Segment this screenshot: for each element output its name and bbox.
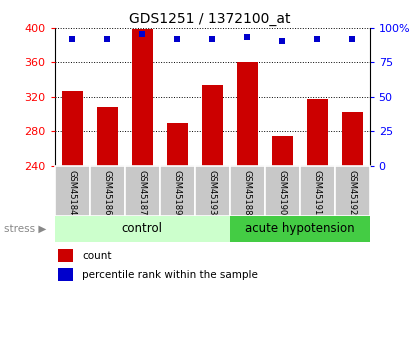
Point [314,36,320,41]
Text: GSM45190: GSM45190 [278,170,286,215]
Point [209,36,215,41]
Bar [194,166,230,216]
Bar [167,123,188,166]
Point [244,34,250,40]
Point [174,36,181,41]
Text: GSM45186: GSM45186 [102,170,112,215]
Bar [230,166,265,216]
Bar [89,166,125,216]
Bar [125,166,160,216]
Bar [58,268,73,281]
Bar [62,91,83,166]
Text: percentile rank within the sample: percentile rank within the sample [82,269,258,279]
Bar [55,216,230,242]
Bar [299,166,335,216]
Text: GSM45189: GSM45189 [173,170,181,215]
Point [104,36,110,41]
Bar [341,112,362,166]
Point [139,32,145,37]
Text: GSM45191: GSM45191 [312,170,322,215]
Text: GSM45193: GSM45193 [207,170,217,215]
Bar [236,62,257,166]
Bar [55,166,89,216]
Bar [58,249,73,262]
Bar [202,85,223,166]
Bar [131,29,152,166]
Text: count: count [82,250,112,260]
Text: GSM45188: GSM45188 [243,170,252,215]
Text: GSM45184: GSM45184 [68,170,76,215]
Text: GSM45187: GSM45187 [138,170,147,215]
Text: acute hypotension: acute hypotension [245,222,354,235]
Bar [265,166,299,216]
Bar [272,136,293,166]
Text: GSM45192: GSM45192 [348,170,357,215]
Bar [335,166,370,216]
Text: control: control [122,222,163,235]
Text: stress ▶: stress ▶ [4,224,47,234]
Bar [97,107,118,166]
Bar [307,99,328,166]
Point [279,39,286,44]
Bar [160,166,194,216]
Bar [230,216,370,242]
Text: GDS1251 / 1372100_at: GDS1251 / 1372100_at [129,12,291,26]
Point [349,36,355,41]
Point [69,36,76,41]
